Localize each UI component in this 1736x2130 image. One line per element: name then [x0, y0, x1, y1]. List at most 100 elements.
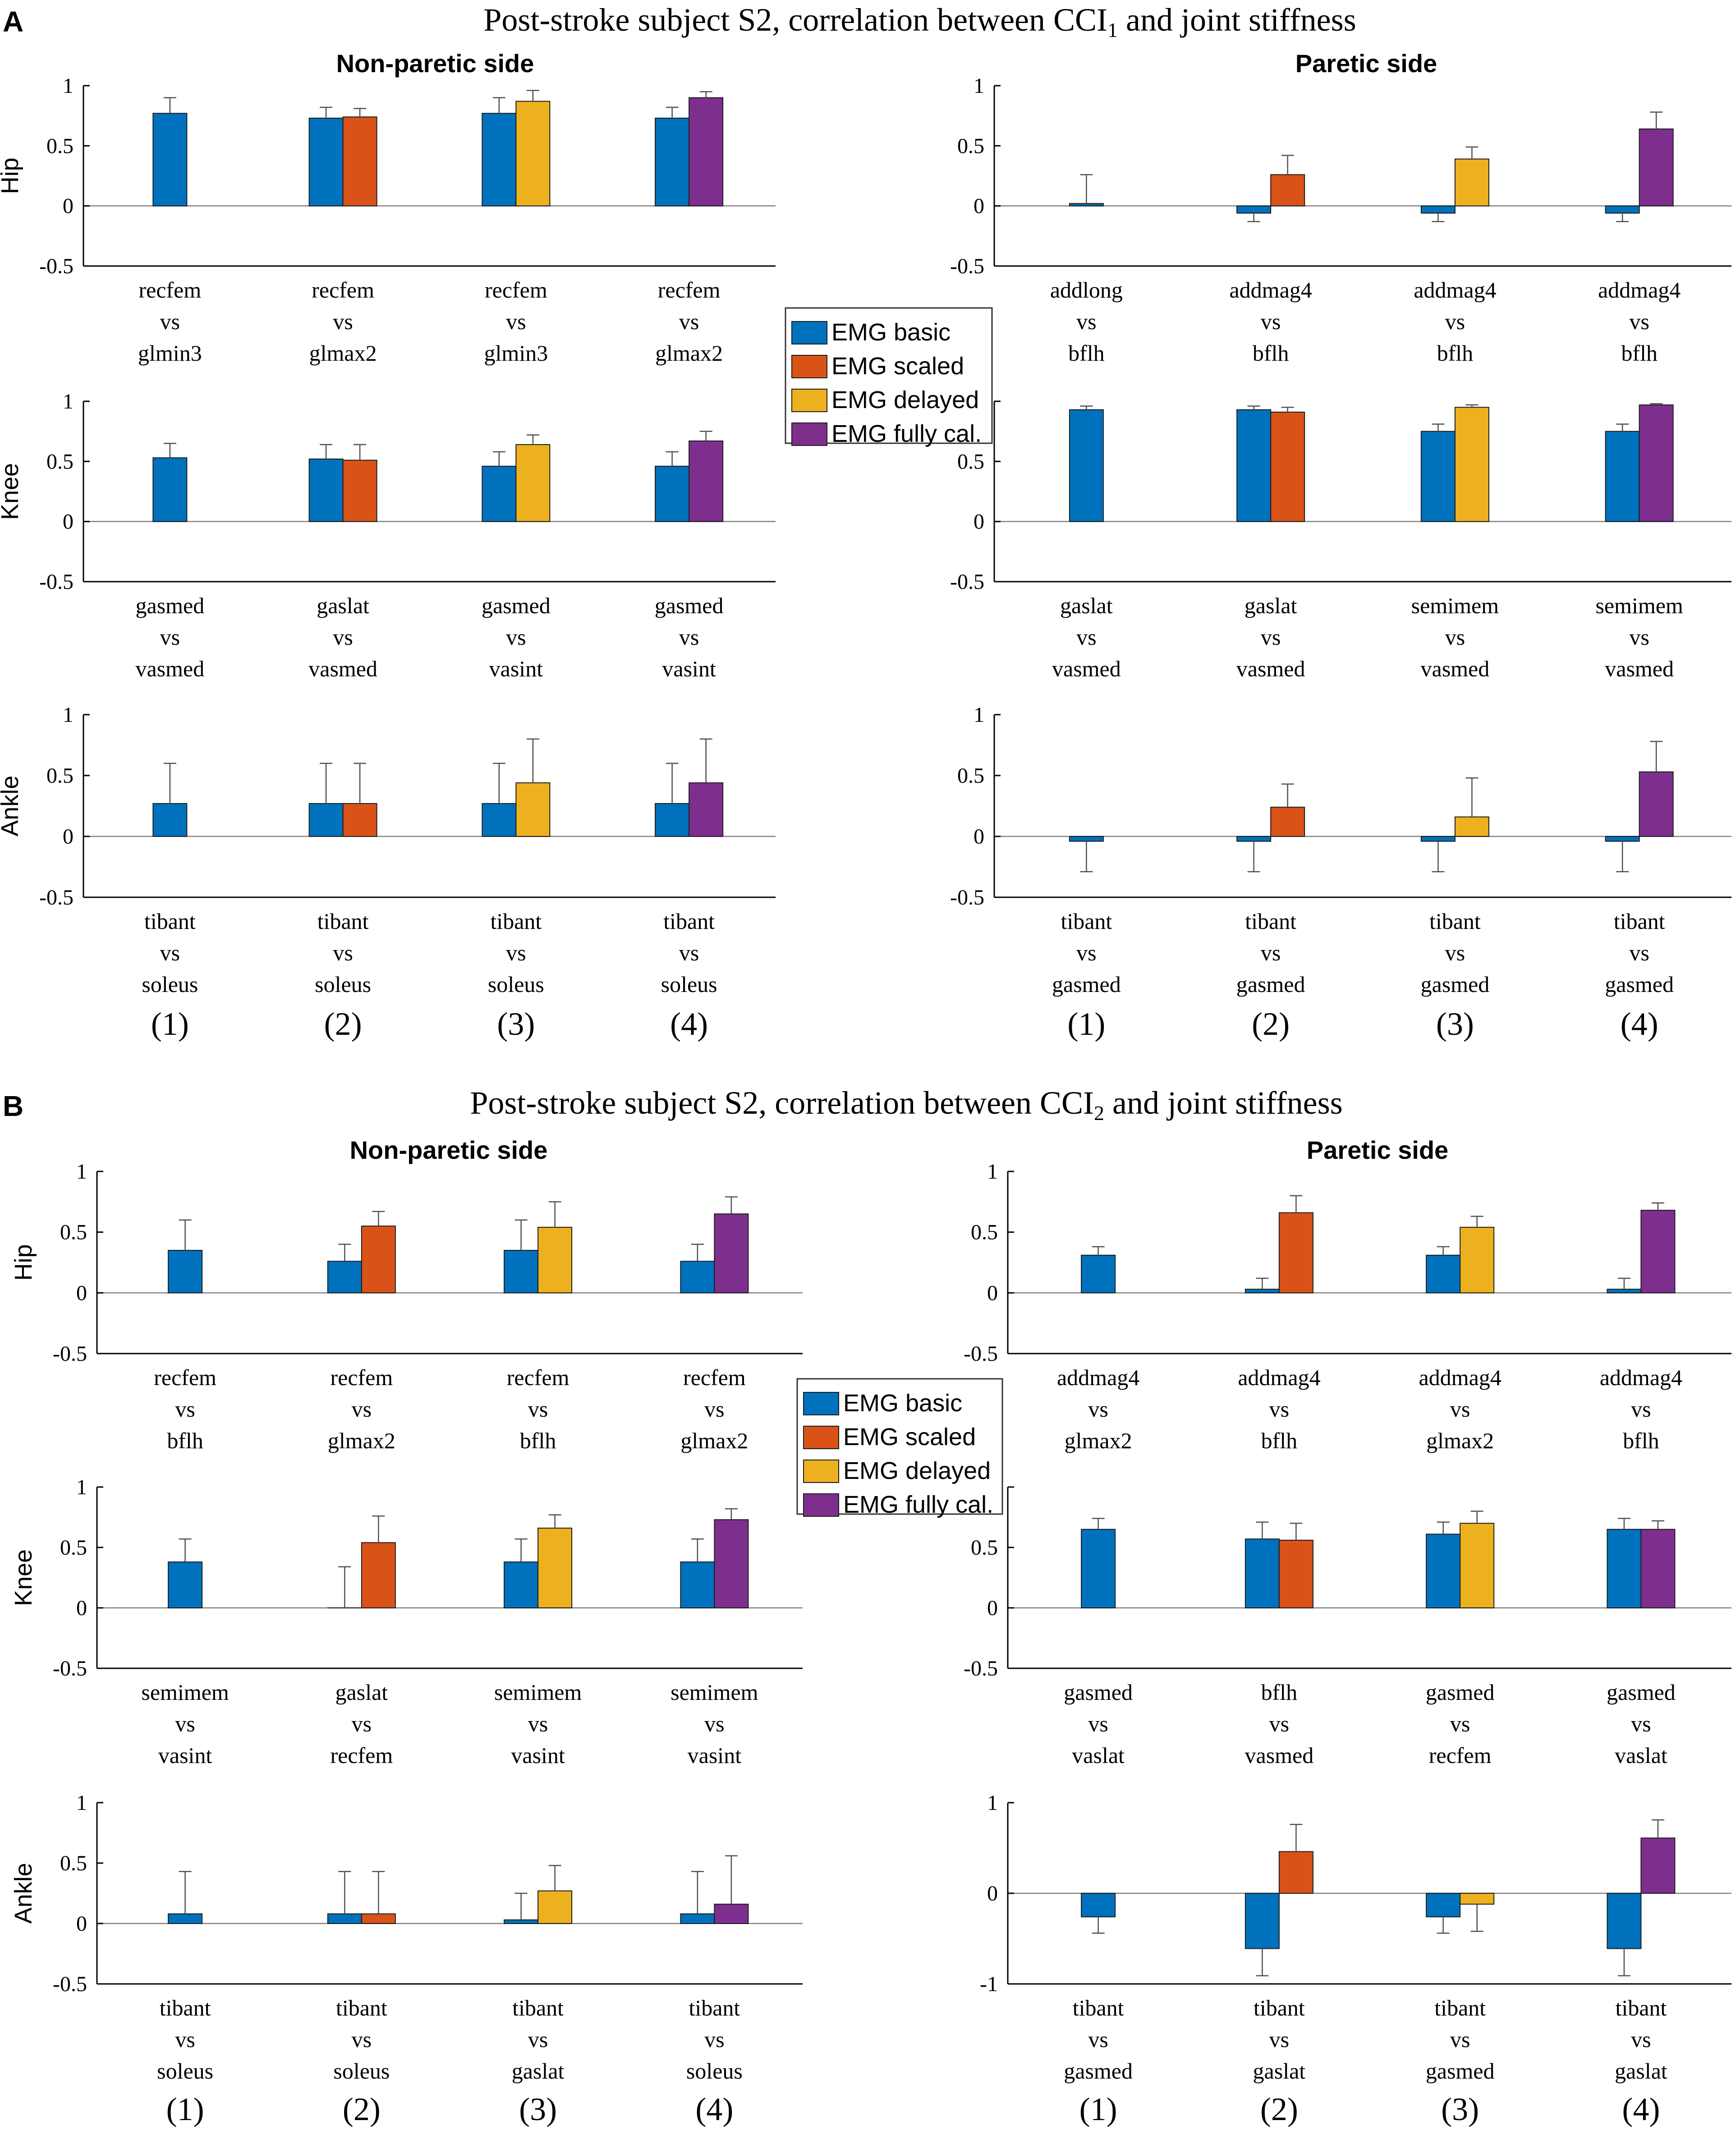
pair-label: vasint	[662, 656, 716, 681]
legend-label: EMG scaled	[843, 1423, 976, 1451]
pair-label: soleus	[142, 972, 198, 997]
pair-label: gasmed	[1426, 2058, 1495, 2084]
pair-label: vasmed	[1052, 656, 1121, 681]
bar	[342, 803, 377, 837]
pair-label: vasint	[489, 656, 543, 681]
y-tick-label: 0	[974, 510, 984, 534]
pair-label: vs	[1631, 1396, 1651, 1422]
y-axis-label: Knee	[0, 463, 23, 520]
group-index: (1)	[166, 2091, 204, 2127]
bar	[1236, 409, 1272, 522]
pair-label: vs	[1261, 940, 1281, 965]
pair-label: tibant	[1073, 1995, 1124, 2020]
y-tick-label: -0.5	[53, 1972, 87, 1996]
pair-label: vaslat	[1615, 1743, 1667, 1768]
pair-label: glmin3	[484, 340, 548, 366]
pair-label: tibant	[1614, 909, 1665, 934]
pair-label: vs	[506, 940, 526, 965]
pair-label: vs	[352, 1711, 372, 1736]
y-tick-label: 0	[987, 1281, 998, 1305]
bar	[1236, 836, 1272, 842]
bar	[515, 782, 551, 837]
pair-label: vs	[1261, 309, 1281, 334]
pair-label: gaslat	[1245, 593, 1297, 618]
bar	[361, 1542, 396, 1609]
bar	[1278, 1851, 1313, 1894]
bar	[1607, 1529, 1642, 1609]
group-index: (1)	[1079, 2091, 1117, 2127]
bar	[515, 101, 551, 207]
y-tick-label: 0.5	[60, 1536, 87, 1560]
pair-label: gasmed	[1607, 1680, 1676, 1705]
pair-label: gaslat	[1060, 593, 1113, 618]
bar	[1640, 1837, 1676, 1894]
bar	[308, 803, 344, 837]
bar	[689, 97, 724, 207]
y-tick-label: 0	[76, 1596, 87, 1620]
bar	[537, 1890, 573, 1924]
bar	[714, 1213, 749, 1294]
y-tick-label: 0	[987, 1882, 998, 1905]
pair-label: bflh	[1253, 340, 1289, 366]
legend-swatch	[791, 321, 827, 344]
bar	[152, 803, 188, 837]
group-index: (3)	[519, 2091, 557, 2127]
y-tick-label: 0.5	[957, 450, 984, 473]
pair-label: vasmed	[1236, 656, 1305, 681]
pair-label: glmax2	[680, 1428, 748, 1453]
bar	[1460, 1226, 1495, 1294]
pair-label: vs	[704, 1396, 724, 1422]
bar	[1607, 1289, 1642, 1294]
bar	[655, 118, 690, 207]
group-index: (1)	[151, 1006, 189, 1042]
pair-label: recfem	[138, 277, 201, 303]
pair-label: vs	[528, 1711, 548, 1736]
pair-label: soleus	[661, 972, 717, 997]
pair-label: vs	[679, 624, 699, 650]
legend-swatch	[803, 1392, 839, 1415]
y-tick-label: -0.5	[39, 886, 73, 909]
pair-label: semimem	[1595, 593, 1683, 618]
y-tick-label: 1	[974, 703, 984, 727]
pair-label: soleus	[686, 2058, 743, 2084]
pair-label: gaslat	[335, 1680, 388, 1705]
pair-label: tibant	[1061, 909, 1112, 934]
legend-swatch	[791, 355, 827, 378]
y-tick-label: 0	[63, 194, 73, 218]
group-index: (2)	[324, 1006, 362, 1042]
pair-label: vs	[704, 1711, 724, 1736]
y-axis-label: Knee	[10, 1549, 37, 1606]
pair-label: vs	[1269, 1396, 1289, 1422]
pair-label: bflh	[1068, 340, 1105, 366]
pair-label: vs	[1629, 624, 1649, 650]
pair-label: bflh	[1261, 1428, 1298, 1453]
pair-label: tibant	[1254, 1995, 1305, 2020]
y-tick-label: -0.5	[53, 1657, 87, 1680]
bar	[1460, 1893, 1495, 1905]
bar	[504, 1919, 539, 1924]
pair-label: addmag4	[1414, 277, 1496, 303]
pair-label: gaslat	[512, 2058, 565, 2084]
pair-label: glmin3	[138, 340, 202, 366]
pair-label: gasmed	[1236, 972, 1305, 997]
pair-label: vs	[175, 1711, 195, 1736]
group-index: (1)	[1067, 1006, 1105, 1042]
bar	[504, 1250, 539, 1294]
pair-label: vs	[1450, 1711, 1470, 1736]
pair-label: soleus	[157, 2058, 213, 2084]
legend-swatch	[803, 1460, 839, 1483]
bar	[1081, 1529, 1116, 1609]
bar	[152, 113, 188, 207]
pair-label: vs	[679, 940, 699, 965]
legend-label: EMG fully cal.	[843, 1491, 993, 1518]
y-tick-label: 0	[76, 1912, 87, 1936]
bar	[680, 1913, 715, 1924]
pair-label: tibant	[1615, 1995, 1667, 2020]
group-index: (2)	[1252, 1006, 1290, 1042]
bar	[1640, 1210, 1676, 1294]
bar	[327, 1261, 362, 1294]
bar	[680, 1561, 715, 1608]
bar	[1454, 158, 1489, 207]
pair-label: vs	[1445, 624, 1465, 650]
pair-label: vs	[1629, 940, 1649, 965]
